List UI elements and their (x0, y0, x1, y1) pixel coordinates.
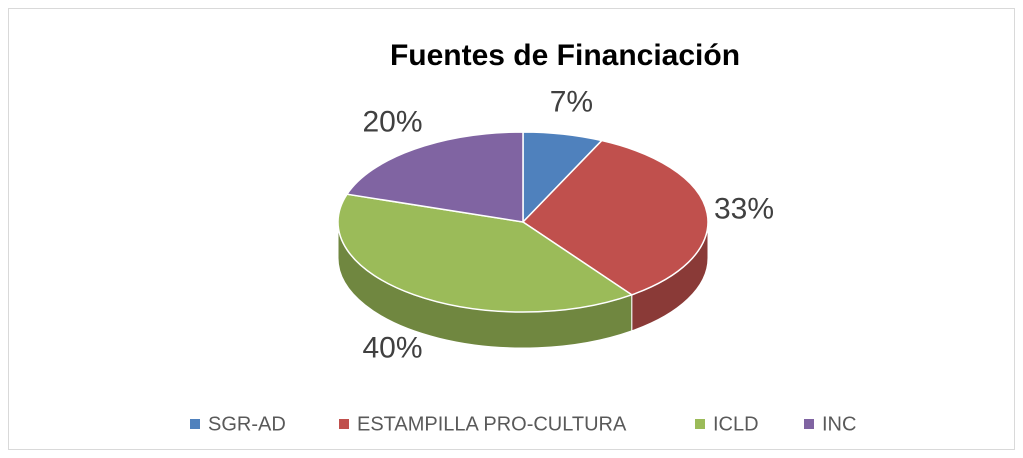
pie-slice (337, 193, 634, 313)
legend-label: SGR-AD (208, 413, 286, 435)
legend-label: ESTAMPILLA PRO-CULTURA (357, 413, 627, 435)
legend-swatch (804, 419, 814, 429)
legend-swatch (339, 419, 349, 429)
chart-title: Fuentes de Financiación (390, 39, 740, 72)
pie-slice (345, 131, 524, 223)
legend-swatch (190, 419, 200, 429)
pie-slice (521, 139, 709, 296)
legend-swatch (695, 419, 705, 429)
data-label: 33% (714, 192, 774, 225)
legend-label: ICLD (713, 413, 759, 435)
legend-label: INC (822, 413, 856, 435)
data-label: 7% (550, 85, 593, 118)
data-label: 40% (362, 331, 422, 364)
data-label: 20% (362, 106, 422, 139)
